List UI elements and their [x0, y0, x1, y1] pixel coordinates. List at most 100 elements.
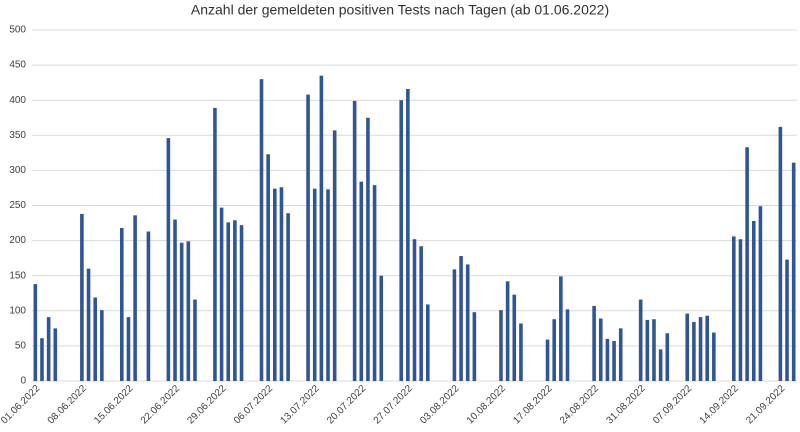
x-tick-label: 21.09.2022: [744, 383, 787, 426]
bar: [685, 313, 690, 381]
x-tick-label: 24.08.2022: [558, 383, 601, 426]
bar: [399, 100, 403, 381]
bar: [665, 333, 670, 381]
y-tick-label: 450: [9, 60, 26, 71]
y-tick-label: 300: [9, 165, 26, 176]
x-tick-label: 27.07.2022: [372, 383, 415, 426]
y-tick-label: 500: [9, 25, 26, 36]
bar: [120, 227, 124, 381]
bar: [426, 304, 430, 381]
bar: [126, 317, 131, 381]
bar: [219, 207, 224, 381]
bar: [638, 299, 643, 381]
bar: [552, 319, 556, 381]
bar: [712, 332, 716, 381]
bar: [459, 256, 463, 381]
x-tick-label: 22.06.2022: [139, 383, 182, 426]
bar: [519, 323, 523, 381]
bar: [692, 322, 696, 381]
y-tick-label: 100: [9, 305, 26, 316]
bar: [133, 215, 137, 381]
bar: [193, 299, 197, 381]
bar: [452, 269, 457, 381]
y-tick-label: 350: [9, 130, 26, 141]
bar: [306, 94, 310, 382]
chart-title: Anzahl der gemeldeten positiven Tests na…: [191, 2, 609, 18]
x-tick-label: 20.07.2022: [325, 383, 368, 426]
bar: [33, 284, 38, 381]
x-tick-label: 06.07.2022: [232, 383, 275, 426]
bar: [286, 213, 290, 381]
bar: [226, 222, 231, 381]
y-tick-label: 50: [15, 341, 27, 352]
bar: [46, 317, 51, 381]
bar: [259, 79, 264, 381]
bar: [40, 338, 44, 381]
bar: [319, 75, 324, 381]
y-tick-label: 0: [20, 376, 26, 387]
y-tick-label: 200: [9, 235, 26, 246]
bar: [312, 188, 317, 381]
bar: [406, 88, 410, 381]
bar: [745, 147, 749, 381]
bar: [332, 130, 337, 381]
bar: [80, 213, 84, 381]
x-tick-label: 14.09.2022: [698, 383, 741, 426]
bar: [738, 239, 743, 381]
bar: [266, 154, 270, 381]
bar: [279, 187, 284, 381]
x-tick-label: 03.08.2022: [418, 383, 461, 426]
bar: [652, 319, 656, 381]
x-tick-label: 29.06.2022: [185, 383, 228, 426]
bar: [592, 305, 596, 381]
bar: [605, 338, 610, 381]
y-tick-label: 400: [9, 95, 26, 106]
bar: [565, 309, 570, 381]
bar: [186, 241, 191, 381]
bar: [379, 275, 384, 381]
x-tick-label: 15.06.2022: [92, 383, 135, 426]
bar: [645, 319, 650, 381]
bar: [372, 185, 377, 381]
bar: [326, 189, 330, 381]
bar: [751, 220, 756, 381]
bar: [53, 328, 58, 381]
bar: [618, 328, 623, 381]
bar: [86, 268, 91, 381]
bar: [233, 220, 237, 381]
bar: [93, 297, 97, 381]
bar: [499, 310, 503, 381]
bar: [465, 264, 470, 381]
y-tick-label: 150: [9, 270, 26, 281]
x-tick-label: 17.08.2022: [511, 383, 554, 426]
x-tick-label: 31.08.2022: [604, 383, 647, 426]
bar: [173, 219, 177, 381]
x-tick-label: 10.08.2022: [465, 383, 508, 426]
bar: [559, 276, 563, 381]
bar: [166, 138, 171, 381]
bar: [598, 318, 603, 381]
x-tick-label: 07.09.2022: [651, 383, 694, 426]
bar: [100, 310, 104, 381]
bar: [472, 312, 477, 381]
bar: [213, 107, 217, 381]
bar: [146, 231, 151, 381]
bar: [791, 162, 796, 381]
bar: [705, 315, 709, 381]
bar: [732, 236, 736, 381]
bar: [512, 294, 517, 381]
bar: [785, 259, 789, 381]
x-tick-label: 08.06.2022: [46, 383, 89, 426]
bar: [658, 349, 663, 381]
bar: [545, 339, 550, 381]
bar: [412, 239, 417, 381]
bar: [698, 317, 703, 381]
bar: [352, 100, 357, 381]
bar: [505, 281, 510, 381]
y-tick-label: 250: [9, 200, 26, 211]
x-tick-label: 01.06.2022: [0, 383, 43, 426]
bar: [366, 117, 370, 381]
bar: [778, 126, 783, 381]
bar: [359, 181, 364, 381]
